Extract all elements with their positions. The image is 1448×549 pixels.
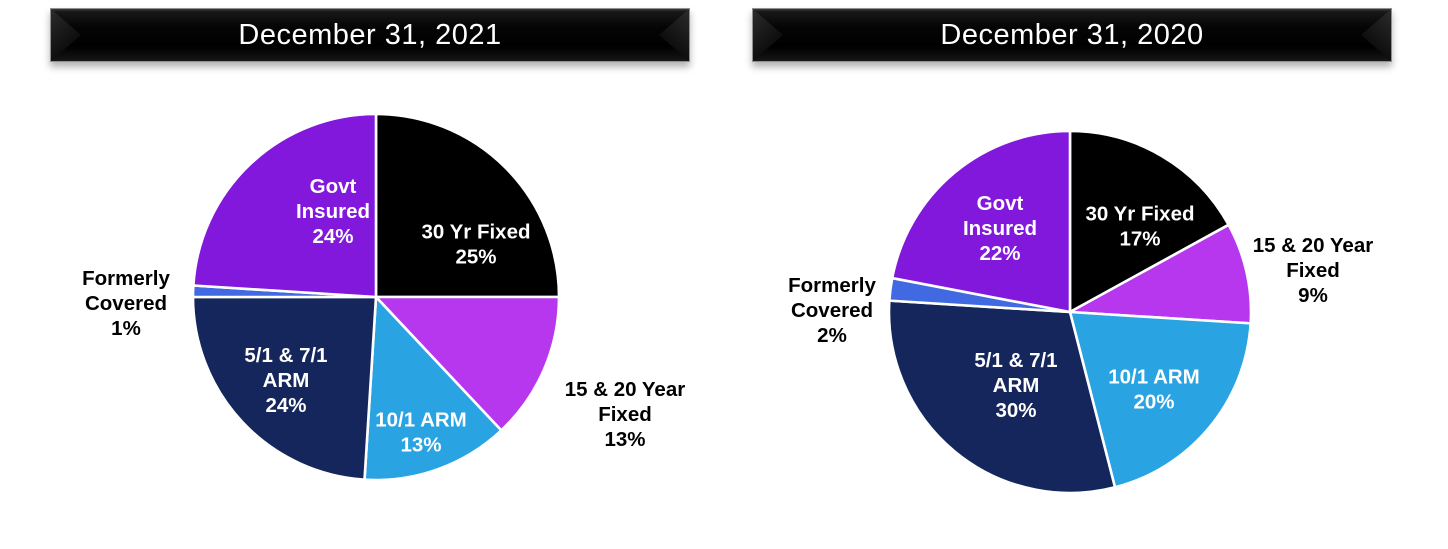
pie-label-december-31-2020-30-yr-fixed: 30 Yr Fixed 17%	[1085, 203, 1194, 251]
pie-label-december-31-2020-formerly-covered: Formerly Covered 2%	[788, 274, 876, 347]
pie-slice-december-31-2021-5-1-7-1-arm	[191, 295, 378, 481]
pie-label-december-31-2020-govt-insured: Govt Insured 22%	[963, 192, 1037, 265]
pie-slice-december-31-2021-10-1-arm	[363, 295, 503, 482]
chart-title-2021: December 31, 2021	[238, 18, 502, 51]
pie-label-december-31-2020-5-1-7-1-arm: 5/1 & 7/1 ARM 30%	[974, 349, 1057, 422]
pie-label-december-31-2021-formerly-covered: Formerly Covered 1%	[82, 267, 170, 340]
pie-label-december-31-2021-govt-insured: Govt Insured 24%	[296, 175, 370, 248]
pie-slice-december-31-2020-govt-insured	[890, 129, 1072, 314]
pie-label-december-31-2021-15-20-year-fixed: 15 & 20 Year Fixed 13%	[565, 378, 685, 451]
pie-label-december-31-2020-10-1-arm: 10/1 ARM 20%	[1108, 366, 1200, 414]
chart-title-bar-2020: December 31, 2020	[752, 8, 1392, 62]
pie-slice-december-31-2020-10-1-arm	[1068, 310, 1252, 489]
pie-label-december-31-2020-15-20-year-fixed: 15 & 20 Year Fixed 9%	[1253, 234, 1373, 307]
pie-slice-december-31-2020-5-1-7-1-arm	[887, 299, 1117, 495]
pie-label-december-31-2021-10-1-arm: 10/1 ARM 13%	[375, 409, 467, 457]
pie-slice-december-31-2021-30-yr-fixed	[374, 112, 561, 299]
pie-label-december-31-2021-5-1-7-1-arm: 5/1 & 7/1 ARM 24%	[244, 344, 327, 417]
pie-december-31-2020: 30 Yr Fixed 17% 15 & 20 Year Fixed 9% 10/1 AR…	[788, 129, 1373, 495]
pie-slice-december-31-2020-15-20-year-fixed	[1068, 223, 1253, 325]
chart-title-bar-2021: December 31, 2021	[50, 8, 690, 62]
pie-slice-december-31-2021-15-20-year-fixed	[374, 295, 561, 432]
pie-december-31-2021: 30 Yr Fixed 25% 15 & 20 Year Fixed 13% 10/1 A…	[82, 112, 685, 482]
chart-title-2020: December 31, 2020	[940, 18, 1204, 51]
pie-slice-december-31-2021-govt-insured	[192, 112, 378, 299]
pie-slice-december-31-2020-30-yr-fixed	[1068, 129, 1230, 314]
pie-label-december-31-2021-30-yr-fixed: 30 Yr Fixed 25%	[421, 221, 530, 269]
